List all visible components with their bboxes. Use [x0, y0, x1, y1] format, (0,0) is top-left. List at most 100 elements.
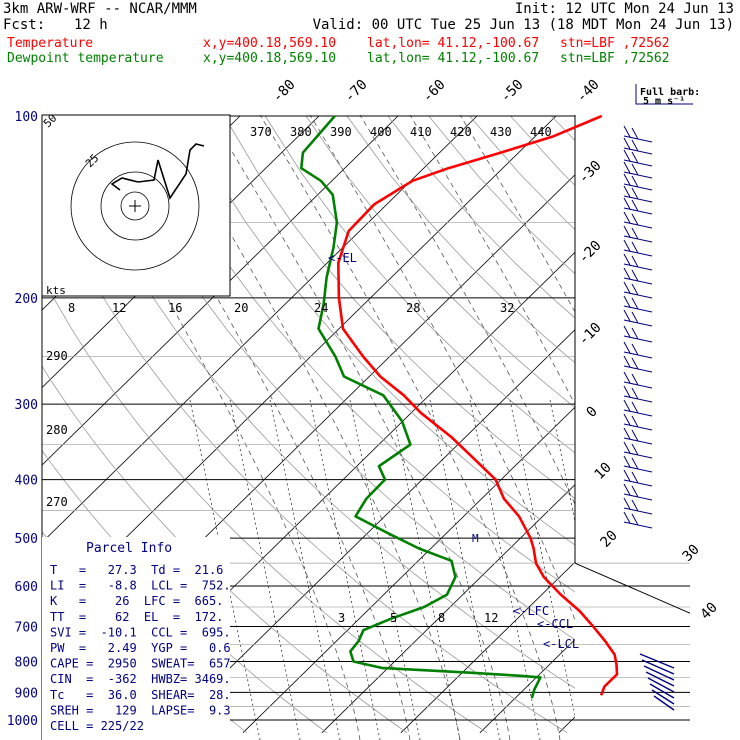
parcel-info-row: Tc = 36.0 SHEAR= 28.	[50, 688, 231, 702]
isotherm-label: 10	[592, 460, 615, 483]
parcel-info-row: PW = 2.49 YGP = 0.6	[50, 641, 231, 655]
mixing-ratio-lines	[189, 399, 575, 740]
temperature-legend-label: Temperature	[7, 36, 94, 51]
dry-adiabat	[42, 175, 568, 734]
isotherm-label: -20	[576, 238, 605, 267]
wind-barb	[623, 161, 653, 179]
dry-adiabat-label: 390	[330, 125, 352, 139]
isotherm-line	[42, 115, 557, 621]
moist-adiabat	[59, 115, 361, 740]
theta-e-label: 270	[46, 495, 68, 509]
dry-adiabat	[142, 115, 575, 593]
isotherm-line	[638, 116, 740, 733]
isotherm-line	[42, 115, 399, 466]
dry-adiabat	[551, 115, 575, 142]
full-barb-units: 5 m s⁻¹	[643, 96, 685, 107]
wind-barb	[623, 399, 653, 417]
full-barb-legend: Full barb: 5 m s⁻¹	[635, 84, 700, 107]
moist-adiabat	[109, 115, 411, 740]
init-time: Init: 12 UTC Mon 24 Jun 13	[514, 1, 734, 17]
isotherm-label: -10	[576, 320, 605, 349]
mixing-ratio-label: 8	[68, 301, 75, 315]
pressure-label: 200	[15, 292, 38, 307]
isotherm-line	[479, 638, 575, 734]
dry-adiabat	[592, 116, 740, 733]
wind-barb-cluster-low	[639, 653, 675, 711]
parcel-info-row: TT = 62 EL = 172.	[50, 610, 223, 624]
sounding-curves: <-EL <-LFC<-CCL <-LCL M	[300, 114, 619, 699]
pressure-label: 500	[15, 532, 38, 547]
moist-adiabat	[209, 115, 511, 740]
dry-adiabat	[305, 115, 575, 409]
mixing-ratio-label: 5	[390, 611, 397, 625]
wind-barb	[623, 197, 653, 215]
isotherm-label: -60	[420, 77, 449, 106]
mixing-ratio-label: 12	[484, 611, 498, 625]
isotherm-line	[0, 116, 3, 733]
parcel-info-title: Parcel Info	[86, 541, 172, 556]
dry-adiabat-label: 410	[410, 125, 432, 139]
pressure-label: 100	[15, 110, 38, 125]
parcel-info-row: SVI = -10.1 CCL = 695.	[50, 625, 231, 639]
dry-adiabat	[183, 115, 575, 546]
dewpoint-legend-xy: x,y=400.18,569.10	[203, 51, 337, 66]
pressure-label: 700	[15, 620, 38, 635]
plot-right-border-lower	[574, 562, 691, 614]
wind-barb	[623, 295, 653, 313]
dewpoint-legend-latlon: lat,lon= 41.12,-100.67	[367, 51, 540, 66]
dry-adiabat-label: 380	[290, 125, 312, 139]
wind-barb	[623, 225, 653, 243]
theta-e-label: 290	[46, 349, 68, 363]
isotherm-line	[558, 716, 575, 734]
wind-barb	[623, 325, 653, 343]
mixing-ratio-label: 8	[438, 611, 445, 625]
wind-barb	[623, 137, 653, 155]
hodograph-ring-center	[120, 191, 150, 221]
dry-adiabat-label: 440	[530, 125, 552, 139]
isotherm-label: -70	[342, 77, 371, 106]
forecast-label: Fcst:	[3, 17, 46, 33]
hodograph-kts-label: kts	[46, 284, 66, 297]
wind-barb	[623, 427, 653, 445]
wind-barb	[623, 239, 653, 257]
wind-barb	[623, 341, 653, 359]
dewpoint-legend-station: stn=LBF ,72562	[560, 51, 670, 66]
lfc-marker: <-LFC	[513, 604, 549, 618]
full-barb-label: Full barb:	[640, 87, 700, 98]
mixing-ratio-label: 24	[314, 301, 328, 315]
wind-barb	[623, 455, 653, 473]
isotherm-label: -50	[498, 77, 527, 106]
wind-barb	[623, 371, 653, 389]
moist-adiabat	[259, 115, 561, 740]
mixing-ratio-line	[549, 399, 575, 524]
isotherm-line	[163, 329, 575, 734]
pressure-label: 400	[15, 474, 38, 489]
wind-barb	[623, 413, 653, 431]
pressure-label: 800	[15, 655, 38, 670]
wind-barb	[623, 483, 653, 501]
wind-barbs	[623, 125, 675, 711]
hodograph-trace	[110, 143, 205, 200]
dry-adiabat-label: 420	[450, 125, 472, 139]
dewpoint-curve	[300, 115, 542, 699]
isotherm-line	[242, 406, 575, 734]
hodograph-ring-outer	[70, 141, 200, 271]
dry-adiabat-label: 430	[490, 125, 512, 139]
model-title: 3km ARW-WRF -- NCAR/MMM	[3, 1, 197, 17]
wind-barb	[623, 149, 653, 167]
dry-adiabat	[428, 115, 575, 275]
parcel-info-row: K = 26 LFC = 665.	[50, 594, 223, 608]
m-marker: M	[472, 532, 479, 545]
wind-barb	[623, 281, 653, 299]
wind-barb	[623, 253, 653, 271]
dewpoint-legend-label: Dewpoint temperature	[7, 51, 164, 66]
pressure-label: 1000	[7, 714, 38, 729]
dry-adiabat	[264, 115, 575, 454]
wind-barb	[623, 441, 653, 459]
temperature-curve	[337, 114, 619, 696]
mixing-ratio-label: 16	[168, 301, 182, 315]
mixing-ratio-label: 28	[406, 301, 420, 315]
